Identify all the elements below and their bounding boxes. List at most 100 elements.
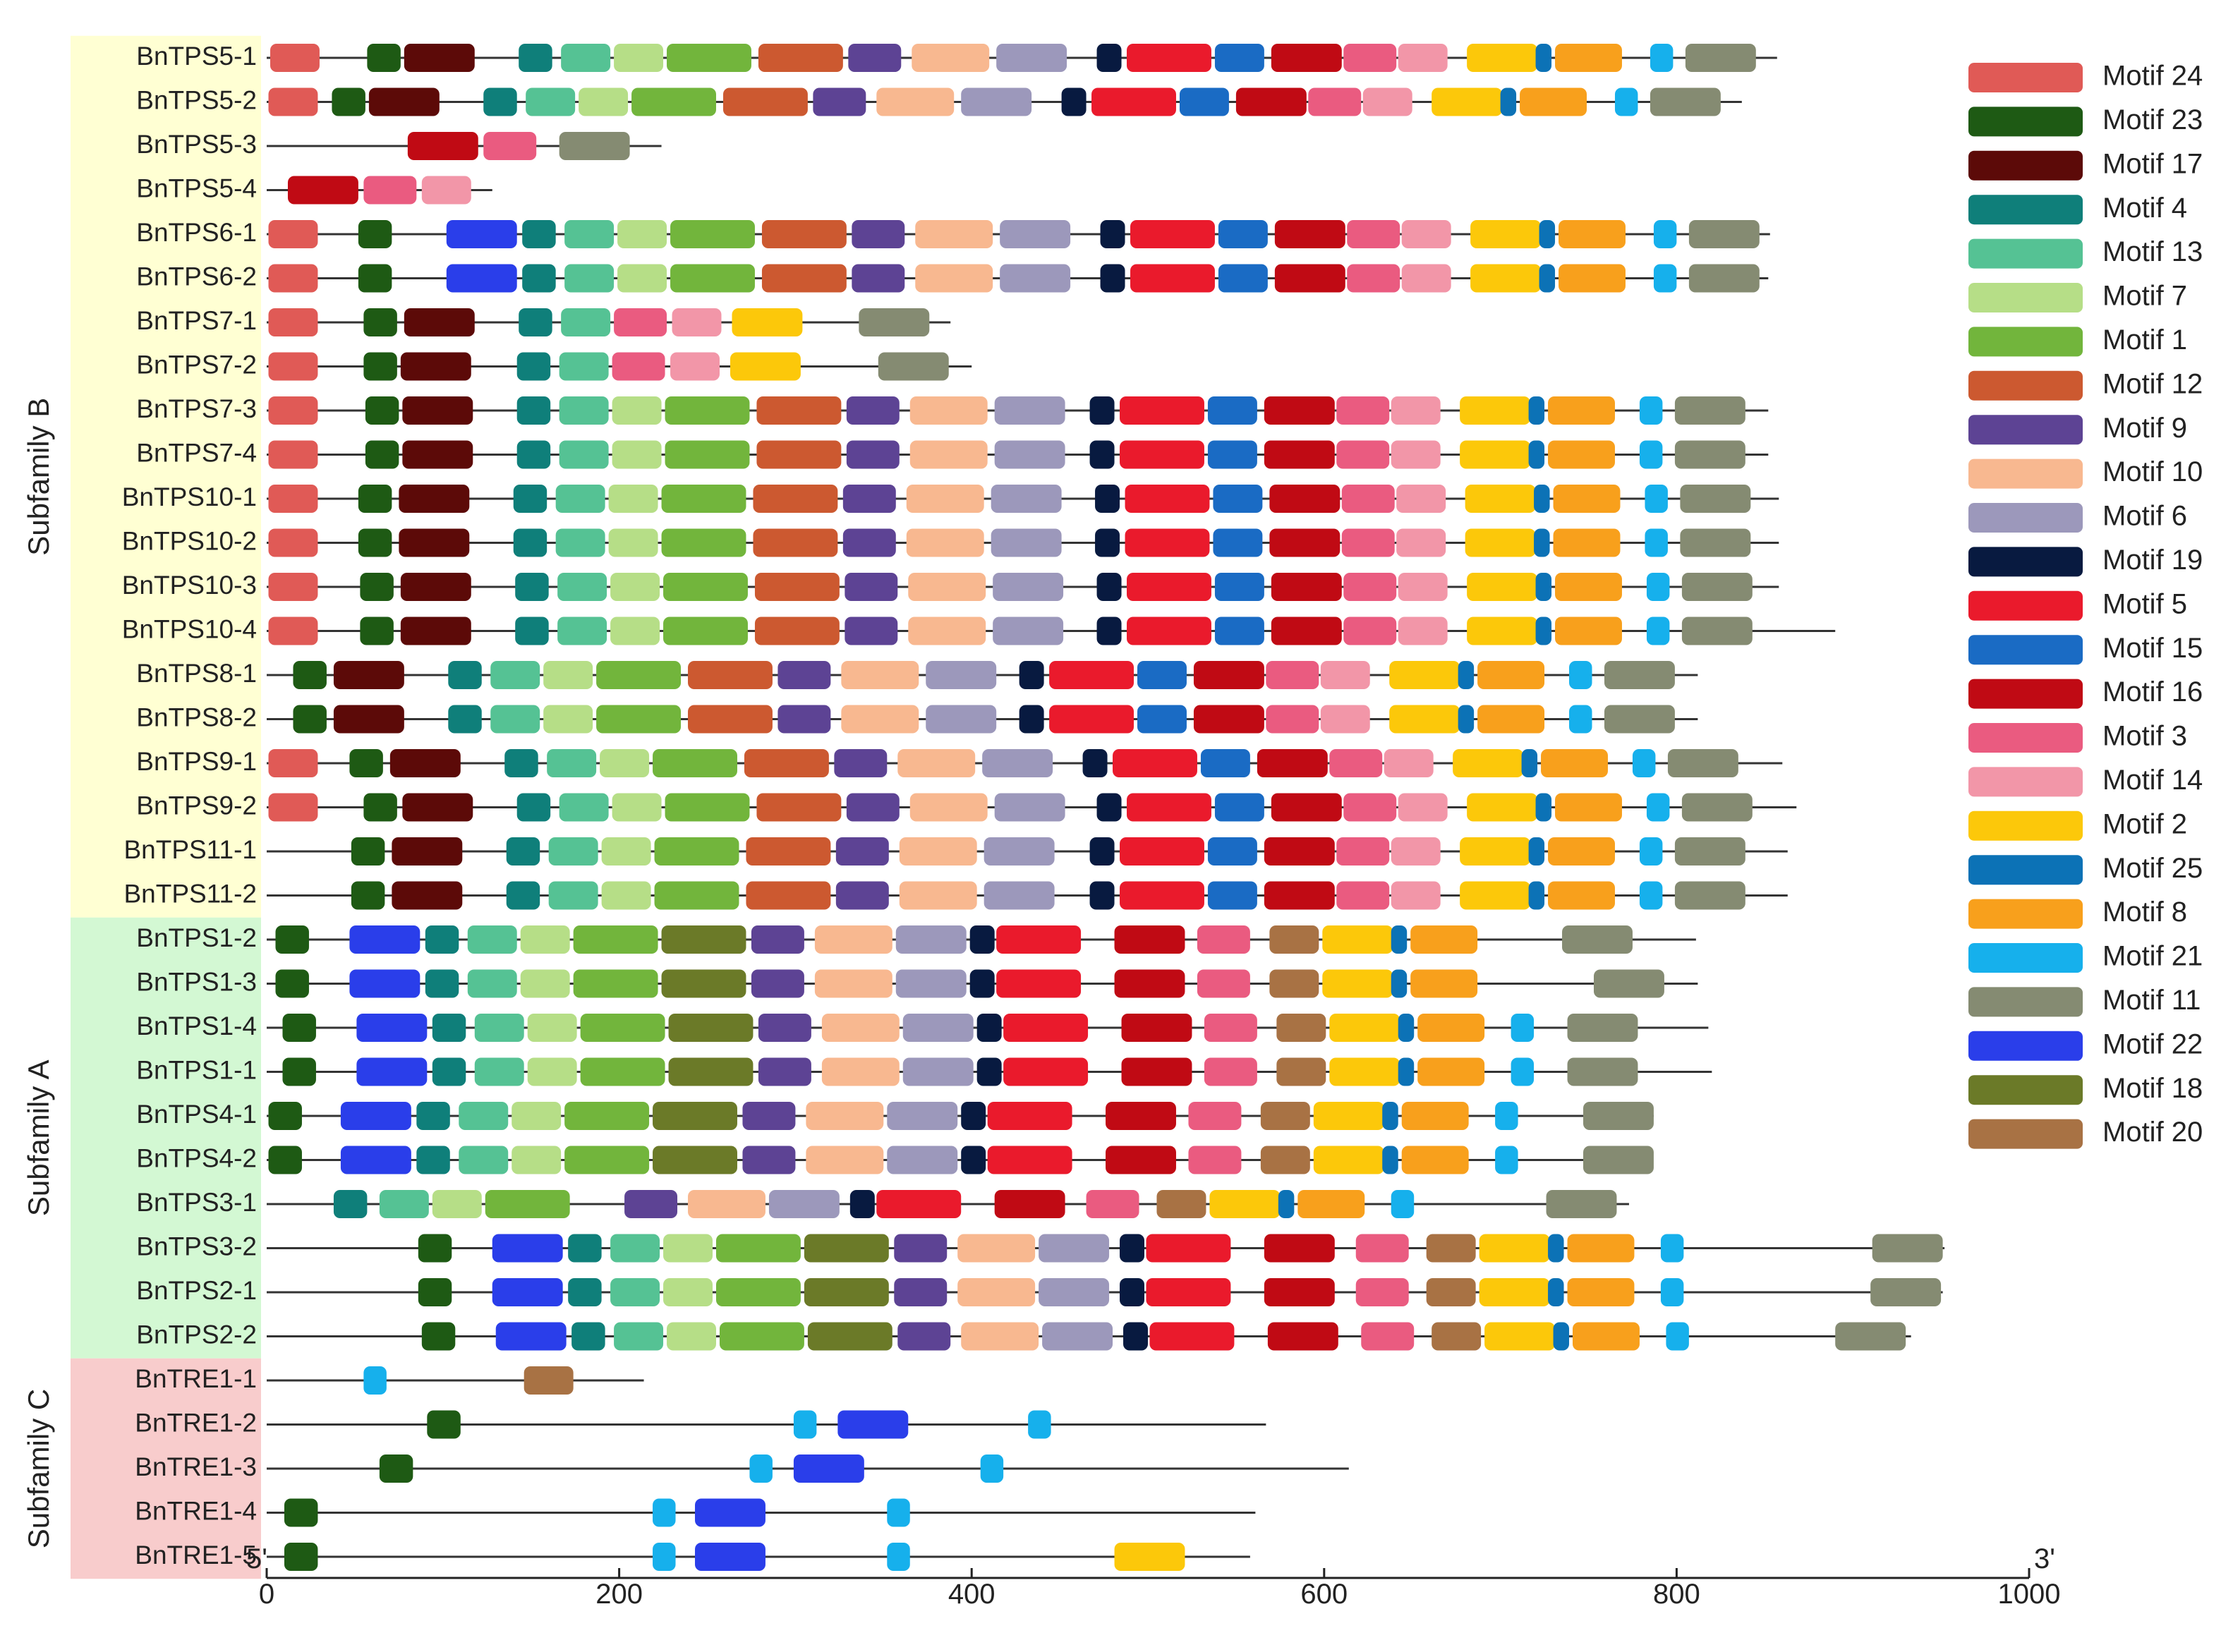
x-tick-label: 1000 [1998,1579,2061,1610]
motif-box [1567,1057,1638,1086]
motif-box [610,573,660,601]
motif-box [1548,1278,1564,1306]
motif-box [1646,573,1670,601]
motif-box [561,308,611,336]
motif-box [887,1102,958,1130]
legend-item: Motif 21 [1968,941,2203,973]
motif-box [1213,485,1263,513]
gene-row: BnTPS7-1 [136,306,951,336]
motif-box [275,969,309,998]
motif-box [1271,573,1342,601]
motif-box [1569,705,1592,734]
motif-box [448,661,482,689]
motif-box [579,87,629,116]
motif-box [1096,44,1122,72]
gene-label: BnTRE1-2 [135,1408,257,1437]
motif-box [1320,705,1370,734]
motif-box [608,485,658,513]
motif-box [1639,881,1663,910]
motif-box [1417,1057,1485,1086]
motif-box [1336,881,1390,910]
motif-box [1130,220,1215,248]
motif-box [568,1234,602,1263]
motif-box [672,308,722,336]
motif-box [504,749,538,777]
motif-box [859,308,930,336]
motif-box [1604,661,1675,689]
motif-box [1567,1278,1635,1306]
motif-box [753,528,838,557]
motif-box [268,440,318,469]
motif-box [842,528,896,557]
motif-box [506,881,540,910]
motif-box [984,881,1055,910]
legend-label: Motif 15 [2102,633,2203,664]
motif-box [804,1234,889,1263]
motif-box [1355,1278,1409,1306]
legend-item: Motif 13 [1968,236,2203,269]
motif-box [516,793,551,822]
gene-label: BnTPS2-2 [136,1320,257,1349]
motif-box [1218,220,1268,248]
motif-box [756,793,842,822]
motif-box [617,264,667,293]
motif-box [1125,528,1210,557]
motif-box [1410,969,1478,998]
gene-row: BnTPS5-2 [136,85,1742,116]
motif-box [1396,528,1446,557]
motif-box [758,1057,811,1086]
gene-row: BnTPS7-2 [136,350,972,381]
gene-label: BnTPS5-1 [136,42,257,71]
motif-box [564,1102,650,1130]
motif-box [807,1322,892,1351]
motif-box [268,396,318,425]
motif-box [744,749,829,777]
motif-box [522,264,556,293]
motif-box [399,485,470,513]
gene-label: BnTPS10-1 [122,482,257,511]
motif-box [356,1057,428,1086]
motif-box [1458,705,1475,734]
motif-box [894,1234,948,1263]
motif-box [1329,749,1383,777]
motif-box [516,396,551,425]
motif-box [1156,1190,1206,1218]
gene-label: BnTPS10-4 [122,614,257,643]
motif-box [389,749,461,777]
motif-box [1188,1146,1242,1174]
motif-box [610,1234,660,1263]
legend-label: Motif 24 [2102,61,2203,92]
motif-box [1535,573,1552,601]
gene-row: BnTPS10-3 [122,571,1779,601]
motif-box [268,1102,302,1130]
motif-box [1336,440,1390,469]
motif-box [580,1057,665,1086]
gene-row: BnTPS4-1 [136,1100,1654,1130]
motif-box [268,617,318,645]
motif-box [1479,1278,1550,1306]
motif-box [1583,1102,1654,1130]
motif-box [661,925,746,954]
motif-box [909,793,988,822]
motif-box [1391,440,1441,469]
motif-box [1398,617,1448,645]
motif-box [1389,705,1460,734]
motif-box [841,705,919,734]
motif-box [1120,396,1204,425]
motif-box [1278,1190,1295,1218]
gene-row: BnTPS5-1 [136,42,1777,72]
motif-box [1646,793,1670,822]
motif-box [887,1146,958,1174]
motif-box [1213,528,1263,557]
motif-box [1479,1234,1550,1263]
motif-box [287,176,358,205]
legend-swatch [1968,1075,2083,1105]
motif-box [612,440,662,469]
motif-box [418,1234,452,1263]
motif-box [852,264,905,293]
gene-row: BnTRE1-2 [135,1408,1266,1439]
motif-box [653,1146,737,1174]
motif-box [846,793,900,822]
motif-box [596,705,682,734]
legend-label: Motif 10 [2102,456,2203,487]
